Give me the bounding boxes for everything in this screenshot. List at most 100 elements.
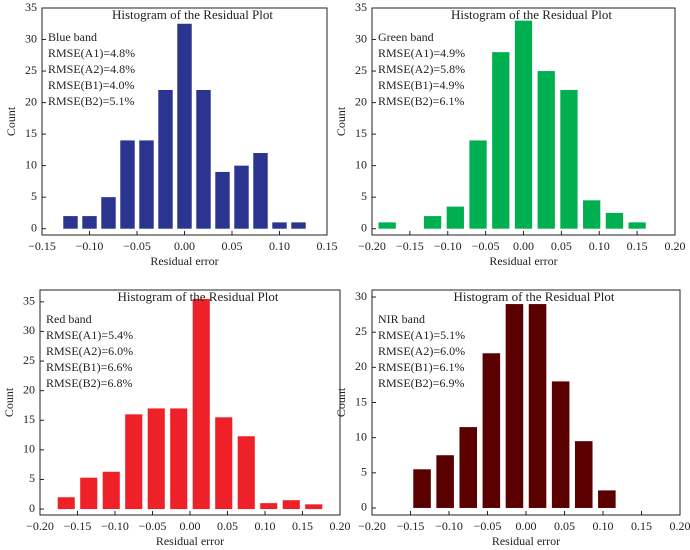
x-tick-label: 0.10 — [269, 239, 290, 253]
bar — [423, 216, 442, 229]
bar — [291, 222, 306, 229]
panel: −0.15 −0.10 −0.05 0.00 0.05 0.10 0.15 0 5 10 15 20 2… — [4, 0, 338, 268]
bar — [260, 503, 278, 510]
y-tick-label: 35 — [23, 294, 35, 308]
bar — [170, 408, 188, 510]
bar — [605, 212, 624, 229]
annotation: RMSE(B1)=6.6% — [46, 360, 132, 374]
x-tick-label: −0.10 — [434, 239, 462, 253]
x-tick-label: 0.15 — [631, 519, 652, 533]
x-axis-label: Residual error — [156, 534, 224, 548]
annotation: Red band — [46, 312, 92, 326]
bar — [158, 89, 173, 229]
annotation: Blue band — [48, 30, 97, 44]
y-tick-label: 15 — [355, 394, 367, 408]
annotation: RMSE(A1)=4.9% — [378, 46, 465, 60]
bar — [234, 165, 249, 229]
x-tick-label: 0.05 — [222, 239, 243, 253]
x-tick-label: 0.10 — [589, 239, 610, 253]
bar — [459, 427, 478, 508]
y-tick-label: 20 — [23, 382, 35, 396]
x-tick-label: −0.15 — [64, 519, 92, 533]
bar — [147, 408, 165, 510]
bar — [101, 197, 116, 229]
x-tick-label: −0.15 — [28, 239, 56, 253]
x-tick-label: −0.20 — [358, 239, 386, 253]
bar — [237, 436, 255, 510]
y-tick-label: 0 — [31, 220, 37, 234]
bar — [492, 52, 510, 229]
bar — [378, 222, 396, 229]
bar — [413, 469, 431, 508]
bar — [215, 171, 230, 229]
bar — [514, 20, 533, 229]
x-tick-label: −0.05 — [123, 239, 151, 253]
x-tick-label: 0.05 — [217, 519, 238, 533]
x-tick-label: 0.15 — [317, 239, 338, 253]
annotation: RMSE(B1)=6.1% — [378, 360, 464, 374]
chart-title: Histogram of the Residual Plot — [112, 7, 273, 22]
x-tick-label: −0.20 — [26, 519, 54, 533]
y-tick-label: 0 — [29, 501, 35, 515]
y-tick-label: 5 — [361, 189, 367, 203]
x-tick-label: −0.05 — [139, 519, 167, 533]
y-tick-label: 30 — [23, 323, 35, 337]
y-tick-label: 25 — [23, 353, 35, 367]
x-tick-label: −0.20 — [358, 519, 386, 533]
y-axis-label: Count — [334, 387, 348, 417]
bar — [139, 140, 154, 229]
x-axis-label: Residual error — [489, 254, 557, 268]
x-tick-label: −0.10 — [435, 519, 463, 533]
x-tick-label: 0.05 — [554, 519, 575, 533]
y-tick-label: 30 — [355, 289, 367, 303]
annotation: RMSE(A2)=5.8% — [378, 62, 465, 76]
annotation: RMSE(A1)=5.1% — [378, 328, 465, 342]
x-tick-label: 0.20 — [670, 519, 690, 533]
y-tick-label: 10 — [23, 442, 35, 456]
y-tick-label: 5 — [31, 189, 37, 203]
annotation: RMSE(B2)=6.8% — [46, 376, 132, 390]
bar — [537, 71, 555, 229]
x-tick-label: −0.15 — [396, 239, 424, 253]
y-tick-label: 10 — [25, 157, 37, 171]
bar — [505, 304, 524, 508]
x-tick-label: 0.10 — [255, 519, 276, 533]
x-axis-label: Residual error — [492, 534, 560, 548]
bar — [436, 455, 454, 508]
bar — [446, 206, 464, 229]
bar — [215, 417, 233, 510]
chart-title: Histogram of the Residual Plot — [453, 289, 614, 304]
y-tick-label: 15 — [23, 412, 35, 426]
y-tick-label: 20 — [355, 94, 367, 108]
bar — [560, 89, 578, 229]
annotation: RMSE(A2)=6.0% — [378, 344, 465, 358]
bar — [583, 200, 601, 229]
bar — [528, 304, 547, 508]
x-tick-label: −0.05 — [472, 239, 500, 253]
bar — [57, 497, 75, 510]
annotation: RMSE(A1)=5.4% — [46, 328, 133, 342]
y-tick-label: 30 — [25, 31, 37, 45]
x-tick-label: 0.10 — [593, 519, 614, 533]
bar — [120, 140, 135, 229]
bar — [177, 23, 192, 229]
y-tick-label: 0 — [361, 220, 367, 234]
bar — [63, 216, 78, 229]
annotation: RMSE(B2)=6.1% — [378, 94, 464, 108]
y-tick-label: 35 — [355, 0, 367, 14]
annotation: NIR band — [378, 312, 425, 326]
bar — [272, 222, 287, 229]
annotation: RMSE(A2)=6.0% — [46, 344, 133, 358]
y-tick-label: 10 — [355, 429, 367, 443]
annotation: Green band — [378, 30, 434, 44]
bar — [102, 471, 120, 510]
y-axis-label: Count — [2, 387, 16, 417]
y-tick-label: 35 — [25, 0, 37, 14]
bar — [196, 89, 211, 229]
y-tick-label: 30 — [355, 31, 367, 45]
bar — [282, 500, 300, 510]
bar — [598, 490, 616, 508]
y-tick-label: 5 — [29, 471, 35, 485]
x-tick-label: 0.15 — [292, 519, 313, 533]
annotation: RMSE(A2)=4.8% — [48, 62, 135, 76]
